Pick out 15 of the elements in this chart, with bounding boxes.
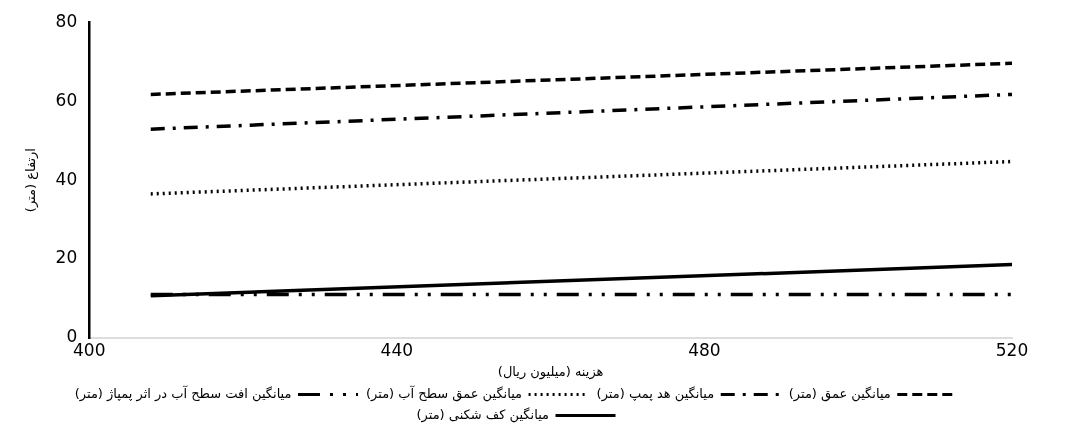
y-tick-label: 80	[55, 10, 78, 31]
y-tick-label: 20	[55, 247, 78, 268]
x-tick-label: 480	[688, 339, 721, 360]
legend-label: میانگین افت سطح آب در اثر پمپاژ (متر)	[74, 384, 292, 402]
x-axis-title: هزینه (میلیون ریال)	[497, 363, 604, 380]
x-tick-label: 440	[380, 339, 414, 360]
y-axis-title: ارتفاع (متر)	[23, 148, 40, 213]
legend-label: میانگین عمق سطح آب (متر)	[365, 384, 523, 402]
y-tick-label: 40	[55, 168, 78, 189]
legend-label: میانگین هد پمپ (متر)	[596, 385, 715, 402]
legend-label: میانگین عمق (متر)	[788, 385, 891, 402]
y-tick-label: 0	[66, 326, 78, 347]
y-tick-label: 60	[55, 89, 78, 110]
legend-label: میانگین کف شکنی (متر)	[416, 406, 550, 423]
x-tick-label: 520	[995, 339, 1029, 360]
